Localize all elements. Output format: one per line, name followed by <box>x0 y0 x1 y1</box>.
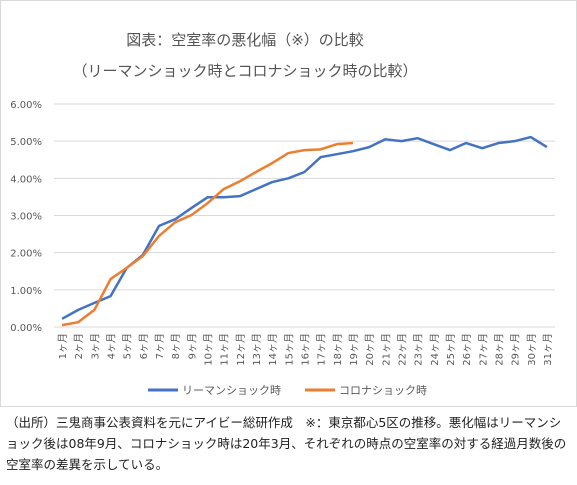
x-tick-label: 6ヶ月 <box>138 333 150 359</box>
y-tick-label: 4.00% <box>10 174 42 185</box>
x-tick-label: 10ヶ月 <box>203 333 215 366</box>
x-tick-label: 16ヶ月 <box>300 333 312 366</box>
y-tick-label: 2.00% <box>10 249 42 260</box>
x-tick-label: 20ヶ月 <box>364 333 376 366</box>
x-tick-label: 4ヶ月 <box>106 333 118 359</box>
series-line <box>61 141 354 327</box>
x-tick-label: 15ヶ月 <box>283 333 295 366</box>
x-tick-label: 8ヶ月 <box>170 333 182 359</box>
x-tick-label: 14ヶ月 <box>267 333 279 366</box>
legend-label: コロナショック時 <box>339 384 427 397</box>
x-tick-label: 19ヶ月 <box>348 333 360 366</box>
x-tick-label: 22ヶ月 <box>396 333 408 366</box>
x-tick-label: 1ヶ月 <box>57 333 69 359</box>
x-tick-label: 31ヶ月 <box>542 333 554 366</box>
x-tick-label: 27ヶ月 <box>477 333 489 366</box>
x-tick-label: 9ヶ月 <box>186 333 198 359</box>
chart-subtitle: （リーマンショック時とコロナショック時の比較） <box>72 62 417 80</box>
x-tick-label: 28ヶ月 <box>493 333 505 366</box>
x-tick-label: 21ヶ月 <box>380 333 392 366</box>
y-tick-label: 0.00% <box>10 323 42 334</box>
x-tick-label: 26ヶ月 <box>461 333 473 366</box>
x-tick-label: 30ヶ月 <box>526 333 538 366</box>
legend-label: リーマンショック時 <box>182 384 281 397</box>
x-tick-label: 11ヶ月 <box>219 333 231 366</box>
x-tick-label: 7ヶ月 <box>154 333 166 359</box>
x-tick-label: 3ヶ月 <box>89 333 101 359</box>
x-tick-label: 24ヶ月 <box>429 333 441 366</box>
x-tick-label: 29ヶ月 <box>510 333 522 366</box>
chart: 図表：空室率の悪化幅（※）の比較 （リーマンショック時とコロナショック時の比較）… <box>0 0 577 407</box>
x-tick-label: 17ヶ月 <box>316 333 328 366</box>
x-tick-label: 23ヶ月 <box>413 333 425 366</box>
chart-title: 図表：空室率の悪化幅（※）の比較 <box>126 31 364 49</box>
x-tick-label: 2ヶ月 <box>73 333 85 359</box>
chart-frame <box>0 0 577 407</box>
y-tick-label: 1.00% <box>10 286 42 297</box>
x-tick-label: 13ヶ月 <box>251 333 263 366</box>
x-tick-label: 25ヶ月 <box>445 333 457 366</box>
x-tick-label: 12ヶ月 <box>235 333 247 366</box>
x-tick-label: 18ヶ月 <box>332 333 344 366</box>
x-tick-label: 5ヶ月 <box>122 333 134 359</box>
y-tick-label: 5.00% <box>10 137 42 148</box>
y-tick-label: 6.00% <box>10 100 42 111</box>
y-tick-label: 3.00% <box>10 212 42 223</box>
note: （出所）三鬼商事公表資料を元にアイビー総研作成 ※：東京都心5区の推移。悪化幅は… <box>6 415 567 472</box>
